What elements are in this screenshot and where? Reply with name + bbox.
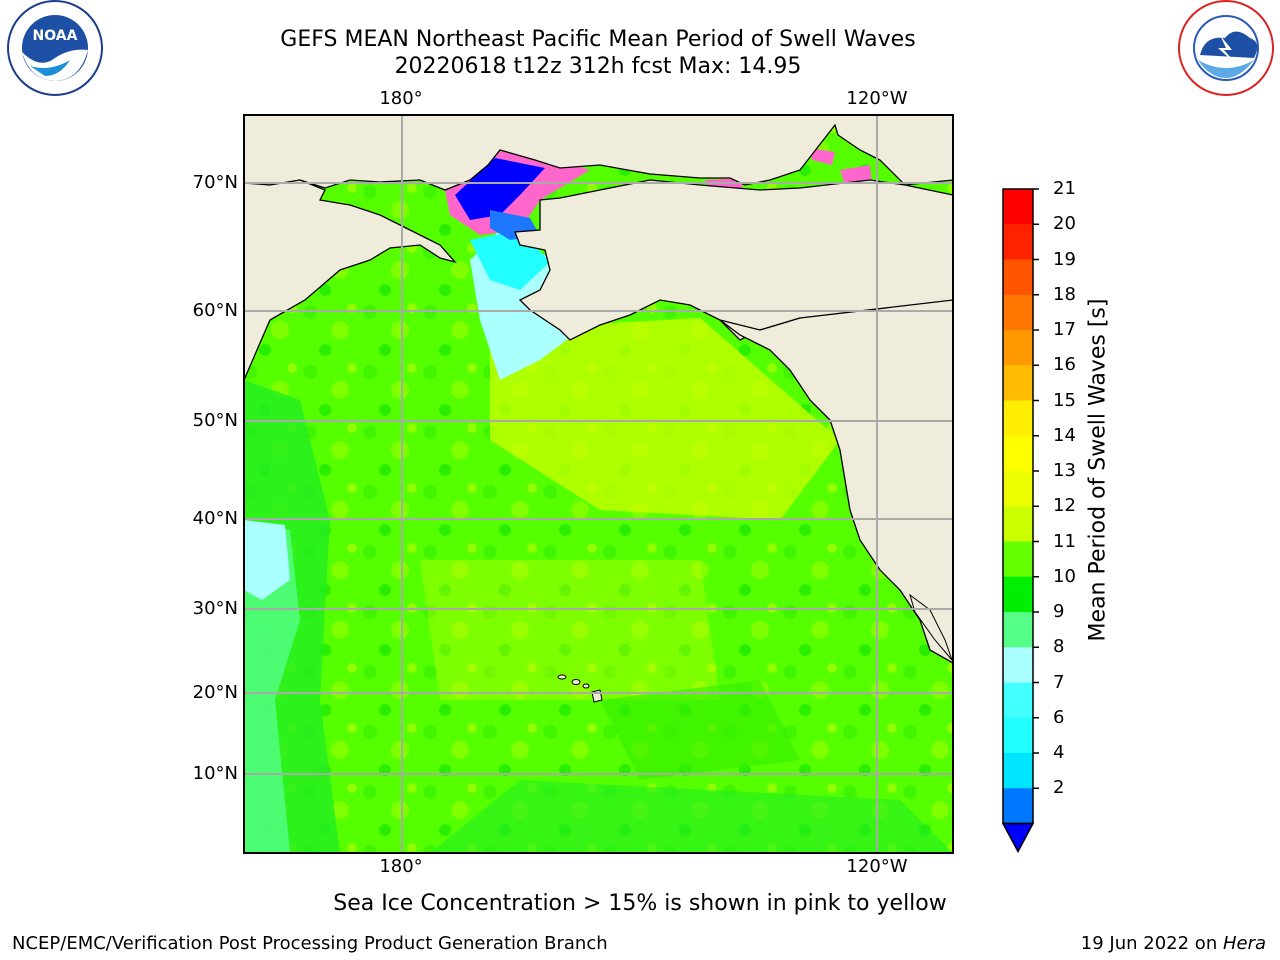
colorbar-tick-label: 10 [1053, 565, 1076, 587]
colorbar-tick-label: 14 [1053, 424, 1076, 446]
colorbar-segment [1003, 224, 1033, 260]
colorbar-tick-label: 19 [1053, 248, 1076, 270]
footer-date-text: 19 Jun 2022 on [1080, 933, 1223, 954]
colorbar-label: Mean Period of Swell Waves [s] [1085, 298, 1111, 642]
chart-subtitle: 20220618 t12z 312h fcst Max: 14.95 [394, 54, 802, 79]
footer-date: 19 Jun 2022 on Hera [1081, 933, 1266, 954]
colorbar-tick-label: 13 [1053, 460, 1076, 481]
lat-label-30n: 30°N [192, 598, 238, 619]
colorbar-tick-label: 17 [1053, 319, 1076, 340]
hawaii-islands [557, 674, 603, 703]
noaa-logo: NOAA [7, 0, 103, 96]
lon-label-bottom-120w: 120°W [846, 856, 908, 877]
colorbar-segment [1003, 753, 1033, 789]
colorbar-tick-label: 7 [1053, 671, 1065, 693]
lat-label-70n: 70°N [192, 172, 238, 193]
lat-label-10n: 10°N [192, 763, 238, 784]
colorbar-tick-label: 16 [1053, 354, 1076, 376]
colorbar-tick-label: 9 [1053, 601, 1065, 622]
colorbar-segment [1003, 576, 1033, 613]
colorbar-tick-label: 2 [1053, 777, 1065, 799]
colorbar-segment [1003, 330, 1033, 366]
footer-branch: NCEP/EMC/Verification Post Processing Pr… [12, 933, 608, 954]
colorbar-segment [1003, 259, 1033, 296]
colorbar-segment [1003, 365, 1033, 401]
colorbar-segment [1003, 294, 1033, 331]
colorbar-segment [1003, 541, 1033, 578]
sea-ice-note: Sea Ice Concentration > 15% is shown in … [333, 891, 947, 916]
map-frame [243, 114, 954, 854]
noaa-logo-text: NOAA [33, 28, 78, 44]
gridlines [244, 115, 953, 853]
lat-label-20n: 20°N [192, 682, 238, 703]
colorbar [1001, 188, 1039, 854]
colorbar-tick-label: 20 [1053, 213, 1076, 235]
colorbar-under-arrow [1001, 822, 1035, 854]
colorbar-tick-label: 8 [1053, 636, 1065, 658]
chart-title: GEFS MEAN Northeast Pacific Mean Period … [280, 27, 916, 52]
colorbar-segment [1003, 189, 1033, 225]
colorbar-segment [1003, 471, 1033, 507]
colorbar-segment [1003, 506, 1033, 542]
footer-host: Hera [1222, 933, 1266, 954]
colorbar-tick-label: 11 [1053, 530, 1076, 552]
lat-label-50n: 50°N [192, 410, 238, 431]
colorbar-tick-label: 12 [1053, 495, 1076, 517]
colorbar-segment [1003, 647, 1033, 683]
colorbar-tick-label: 4 [1053, 742, 1065, 763]
colorbar-segment [1003, 400, 1033, 437]
lon-label-top-180: 180° [379, 88, 423, 109]
colorbar-segment [1003, 788, 1033, 824]
colorbar-tick-label: 15 [1053, 389, 1076, 411]
lat-label-40n: 40°N [192, 508, 238, 529]
nws-logo [1178, 0, 1274, 96]
colorbar-segment [1003, 612, 1033, 648]
colorbar-segment [1003, 435, 1033, 472]
lon-label-bottom-180: 180° [379, 856, 423, 877]
colorbar-segment [1003, 682, 1033, 719]
map-area [244, 115, 953, 853]
lat-label-60n: 60°N [192, 300, 238, 321]
colorbar-tick-label: 21 [1053, 178, 1076, 199]
colorbar-tick-label: 18 [1053, 283, 1076, 305]
colorbar-tick-label: 6 [1053, 706, 1065, 728]
lon-label-top-120w: 120°W [846, 88, 908, 109]
colorbar-segment [1003, 717, 1033, 754]
